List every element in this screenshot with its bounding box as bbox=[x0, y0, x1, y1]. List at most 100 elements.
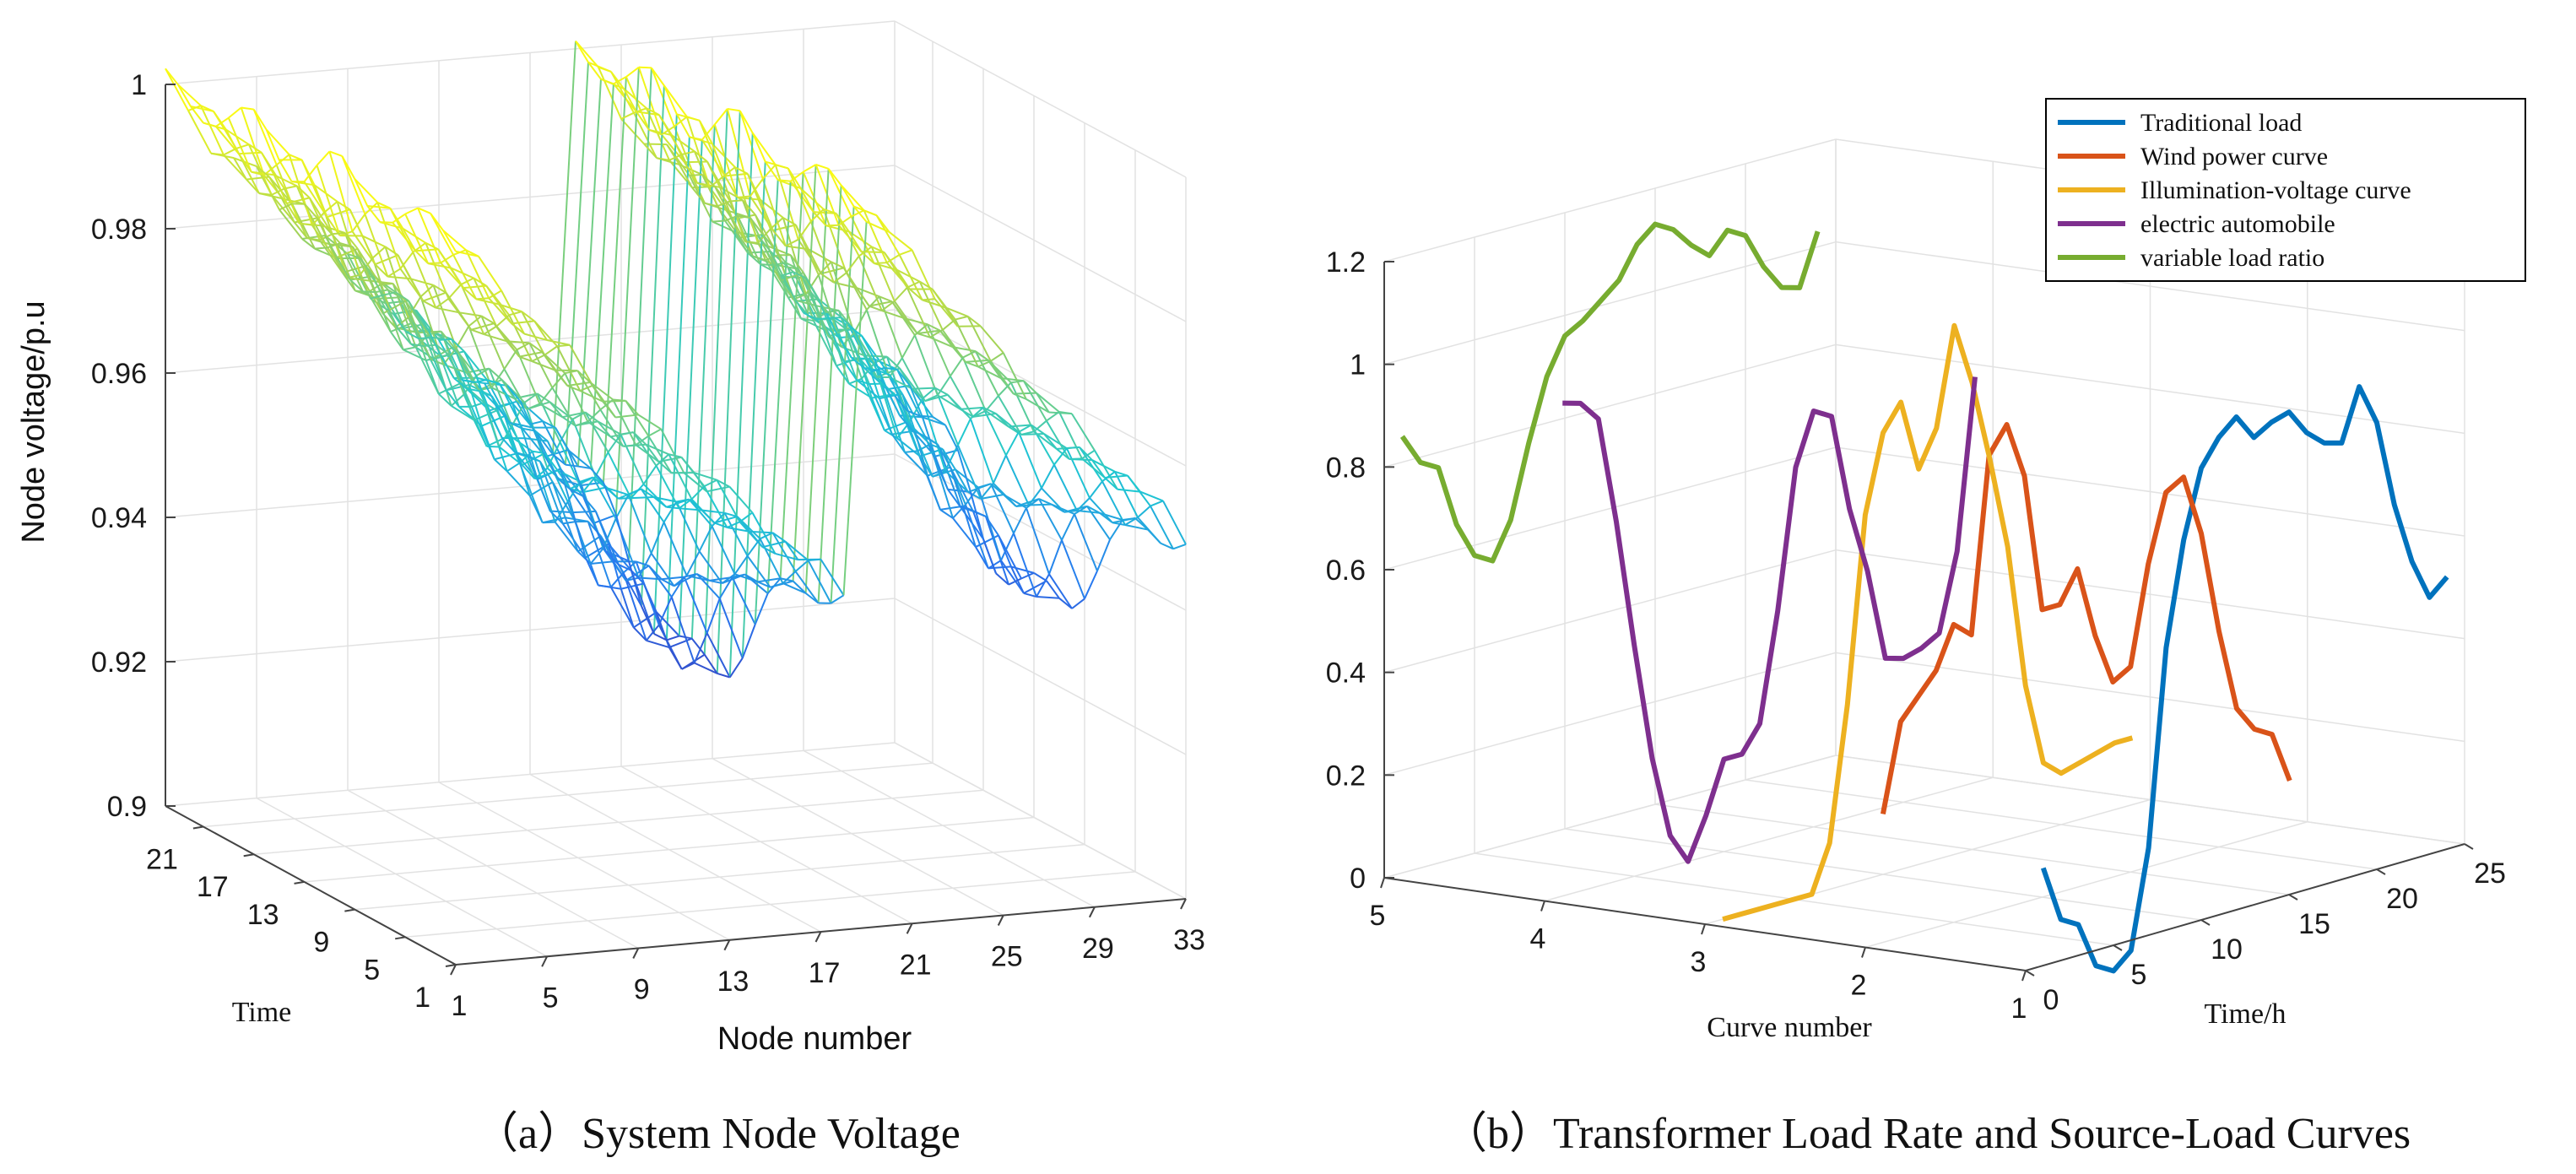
grid-line bbox=[165, 20, 896, 85]
surface-mesh-line bbox=[251, 170, 264, 176]
surface-mesh-line bbox=[931, 289, 946, 308]
surface-mesh-line bbox=[474, 409, 498, 421]
surface-mesh-line bbox=[1026, 498, 1040, 509]
surface-mesh-line bbox=[630, 495, 654, 500]
surface-mesh-line bbox=[967, 316, 982, 327]
surface-mesh-line bbox=[1005, 431, 1020, 456]
y-tick-mark bbox=[395, 936, 406, 940]
surface-mesh-line bbox=[395, 327, 419, 334]
surface-mesh-line bbox=[961, 357, 987, 412]
surface-mesh-line bbox=[772, 224, 797, 231]
surface-mesh-line bbox=[594, 511, 609, 544]
surface-mesh-line bbox=[1101, 471, 1116, 483]
surface-mesh-line bbox=[304, 203, 318, 219]
y-tick-mark bbox=[2288, 894, 2298, 901]
surface-mesh-line bbox=[628, 488, 641, 496]
surface-mesh-line bbox=[620, 582, 645, 590]
y-tick-label: 25 bbox=[2474, 858, 2506, 890]
surface-mesh-line bbox=[375, 289, 389, 294]
surface-mesh-line bbox=[663, 84, 678, 115]
surface-mesh-line bbox=[670, 576, 685, 598]
surface-mesh-line bbox=[696, 573, 711, 582]
surface-mesh-line bbox=[665, 137, 690, 641]
surface-mesh-line bbox=[463, 350, 488, 381]
y-tick-label: 0 bbox=[2043, 984, 2059, 1016]
surface-mesh-line bbox=[894, 287, 908, 302]
surface-mesh-line bbox=[625, 400, 650, 437]
surface-mesh-line bbox=[476, 367, 490, 376]
surface-mesh-line bbox=[980, 494, 1004, 500]
surface-mesh-line bbox=[792, 164, 817, 582]
surface-mesh-line bbox=[775, 264, 789, 299]
surface-mesh-line bbox=[533, 320, 548, 341]
surface-mesh-line bbox=[524, 437, 549, 442]
surface-mesh-line bbox=[408, 300, 422, 326]
surface-mesh-line bbox=[698, 120, 723, 178]
surface-mesh-line bbox=[375, 254, 398, 266]
surface-mesh-line bbox=[374, 263, 389, 278]
surface-mesh-line bbox=[694, 662, 718, 674]
y-tick-label: 21 bbox=[146, 844, 178, 876]
grid-line bbox=[1654, 803, 2290, 895]
surface-mesh-line bbox=[328, 151, 354, 232]
surface-mesh-line bbox=[567, 381, 591, 387]
surface-mesh-line bbox=[770, 217, 784, 230]
surface-mesh-line bbox=[461, 381, 485, 403]
surface-mesh-line bbox=[955, 468, 969, 493]
surface-mesh-line bbox=[866, 358, 880, 399]
surface-mesh-line bbox=[1051, 503, 1065, 513]
surface-mesh-line bbox=[865, 309, 890, 378]
surface-mesh-line bbox=[519, 400, 533, 429]
surface-mesh-line bbox=[620, 118, 645, 145]
surface-mesh-line bbox=[252, 109, 278, 165]
surface-mesh-line bbox=[495, 314, 510, 327]
surface-mesh-line bbox=[676, 498, 690, 503]
surface-mesh-line bbox=[397, 254, 412, 279]
surface-mesh-line bbox=[766, 181, 792, 594]
surface-mesh-line bbox=[511, 425, 536, 479]
surface-mesh-line bbox=[549, 510, 564, 525]
surface-mesh-line bbox=[1046, 411, 1060, 422]
surface-mesh-line bbox=[598, 66, 612, 73]
grid-line bbox=[256, 797, 548, 957]
surface-mesh-line bbox=[694, 150, 708, 163]
surface-mesh-line bbox=[215, 116, 230, 127]
surface-mesh-line bbox=[1043, 433, 1058, 450]
surface-mesh-line bbox=[527, 403, 540, 410]
panel-a-surface-plot: 10.980.960.940.920.9 1 5 9 13 17 21 25 29 33 211… bbox=[16, 20, 1205, 1158]
surface-mesh-line bbox=[770, 251, 784, 278]
legend-box bbox=[2045, 98, 2526, 282]
y-tick-label: 5 bbox=[364, 954, 380, 986]
surface-mesh-line bbox=[1026, 507, 1050, 575]
surface-mesh-line bbox=[599, 398, 614, 411]
surface-mesh-line bbox=[1033, 419, 1047, 433]
surface-mesh-line bbox=[733, 555, 749, 575]
surface-mesh-line bbox=[571, 419, 597, 477]
surface-mesh-line bbox=[861, 362, 875, 380]
surface-mesh-line bbox=[248, 143, 262, 154]
surface-mesh-line bbox=[1048, 573, 1073, 609]
surface-mesh-line bbox=[949, 376, 974, 418]
surface-mesh-line bbox=[417, 207, 431, 214]
surface-mesh-line bbox=[299, 222, 312, 226]
z-tick-label: 0 bbox=[1350, 863, 1366, 895]
surface-mesh-line bbox=[775, 164, 789, 170]
surface-mesh-line bbox=[466, 387, 480, 392]
surface-mesh-line bbox=[432, 358, 447, 391]
surface-mesh-line bbox=[1035, 392, 1050, 414]
surface-mesh-line bbox=[438, 381, 463, 395]
surface-mesh-line bbox=[691, 187, 706, 204]
surface-mesh-line bbox=[912, 387, 935, 390]
surface-mesh-line bbox=[506, 340, 530, 344]
surface-mesh-line bbox=[1005, 455, 1030, 506]
surface-mesh-line bbox=[701, 174, 716, 187]
surface-mesh-line bbox=[737, 195, 750, 199]
surface-mesh-line bbox=[582, 475, 597, 493]
surface-mesh-line bbox=[825, 224, 839, 227]
surface-mesh-line bbox=[966, 316, 992, 362]
panel-b-x-ticks: 5 4 3 2 1 bbox=[1370, 877, 2027, 1025]
surface-mesh-line bbox=[551, 481, 576, 522]
surface-mesh-line bbox=[939, 509, 954, 519]
x-tick-label: 5 bbox=[543, 982, 559, 1014]
